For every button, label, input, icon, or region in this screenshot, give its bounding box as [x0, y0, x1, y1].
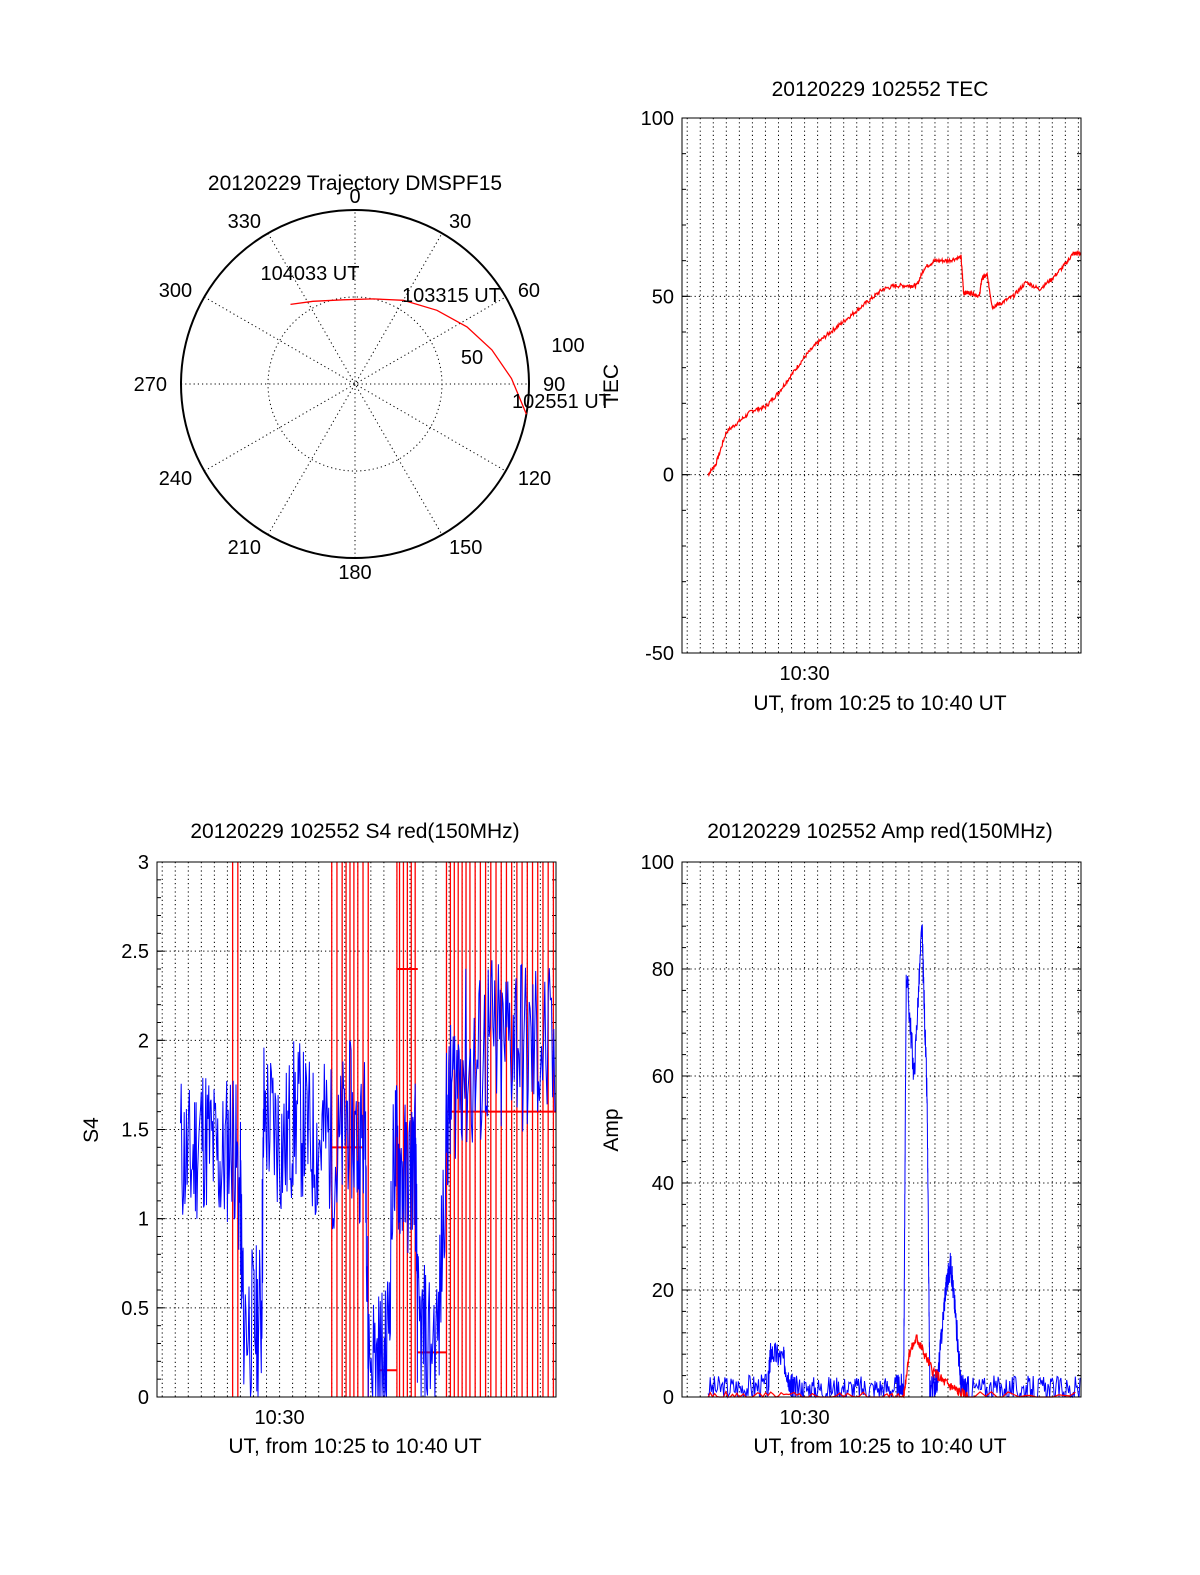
- polar-azimuth-label: 270: [134, 374, 167, 396]
- amp-y-axis-label: Amp: [600, 1108, 623, 1151]
- amp-title: 20120229 102552 Amp red(150MHz): [707, 820, 1053, 843]
- s4-blue-series-line: [180, 960, 556, 1398]
- y-tick-label: 1: [138, 1209, 149, 1231]
- trajectory-line: [290, 298, 527, 415]
- polar-azimuth-label: 300: [159, 280, 192, 302]
- y-tick-label: 0: [663, 1387, 674, 1409]
- tec-series-line: [707, 249, 1082, 478]
- y-tick-label: 2: [138, 1030, 149, 1052]
- polar-azimuth-label: 0: [349, 186, 360, 208]
- polar-azimuth-label: 330: [228, 211, 261, 233]
- polar-azimuth-spoke: [267, 233, 443, 535]
- y-tick-label: 80: [652, 959, 674, 981]
- polar-azimuth-label: 180: [338, 562, 371, 584]
- y-tick-label: 20: [652, 1280, 674, 1302]
- s4-plot: 20120229 102552 S4 red(150MHz) UT, from …: [80, 820, 557, 1458]
- tec-plot: 20120229 102552 TEC UT, from 10:25 to 10…: [600, 78, 1082, 715]
- polar-elevation-ring: [267, 296, 443, 472]
- x-tick-label: 10:30: [255, 1407, 305, 1429]
- polar-azimuth-label: 30: [449, 211, 471, 233]
- trajectory-time-annotation: 104033 UT: [261, 263, 360, 285]
- plot-frame: [681, 861, 1082, 1398]
- y-tick-label: 50: [652, 286, 674, 308]
- y-tick-label: 40: [652, 1173, 674, 1195]
- y-tick-label: 0: [138, 1387, 149, 1409]
- polar-azimuth-label: 240: [159, 468, 192, 490]
- polar-elevation-label: 50: [461, 347, 483, 369]
- polar-azimuth-spoke: [267, 233, 443, 535]
- plot-frame: [156, 861, 557, 1398]
- y-tick-label: 2.5: [121, 941, 149, 963]
- tec-y-axis-label: TEC: [600, 364, 623, 406]
- y-tick-label: 60: [652, 1066, 674, 1088]
- amp-blue-series-line: [707, 924, 1081, 1399]
- polar-title: 20120229 Trajectory DMSPF15: [208, 172, 502, 195]
- tec-title: 20120229 102552 TEC: [772, 78, 989, 101]
- trajectory-time-annotation: 103315 UT: [402, 285, 501, 307]
- y-tick-label: 1.5: [121, 1120, 149, 1142]
- polar-azimuth-label: 120: [518, 468, 551, 490]
- y-tick-label: 0: [663, 465, 674, 487]
- x-tick-label: 10:30: [780, 1407, 830, 1429]
- y-tick-label: -50: [645, 643, 674, 665]
- amp-red-series-line: [707, 1334, 1076, 1399]
- polar-azimuth-label: 60: [518, 280, 540, 302]
- tec-x-axis-label: UT, from 10:25 to 10:40 UT: [753, 692, 1006, 715]
- amp-plot: 20120229 102552 Amp red(150MHz) UT, from…: [600, 820, 1082, 1458]
- s4-y-axis-label: S4: [80, 1117, 103, 1143]
- polar-azimuth-label: 150: [449, 537, 482, 559]
- polar-trajectory-plot: 20120229 Trajectory DMSPF15 0 30 60 90 120 15…: [134, 172, 611, 584]
- x-tick-label: 10:30: [780, 663, 830, 685]
- trajectory-time-annotation: 102551 UT: [512, 391, 611, 413]
- polar-azimuth-spoke: [204, 296, 506, 472]
- plot-frame: [681, 117, 1082, 654]
- polar-azimuth-spoke: [204, 296, 506, 472]
- polar-azimuth-label: 210: [228, 537, 261, 559]
- s4-title: 20120229 102552 S4 red(150MHz): [190, 820, 519, 843]
- polar-azimuth-label: 90: [543, 374, 565, 396]
- s4-x-axis-label: UT, from 10:25 to 10:40 UT: [228, 1435, 481, 1458]
- y-tick-label: 3: [138, 852, 149, 874]
- polar-elevation-label: 100: [551, 335, 584, 357]
- y-tick-label: 100: [641, 108, 674, 130]
- amp-x-axis-label: UT, from 10:25 to 10:40 UT: [753, 1435, 1006, 1458]
- y-tick-label: 0.5: [121, 1298, 149, 1320]
- y-tick-label: 100: [641, 852, 674, 874]
